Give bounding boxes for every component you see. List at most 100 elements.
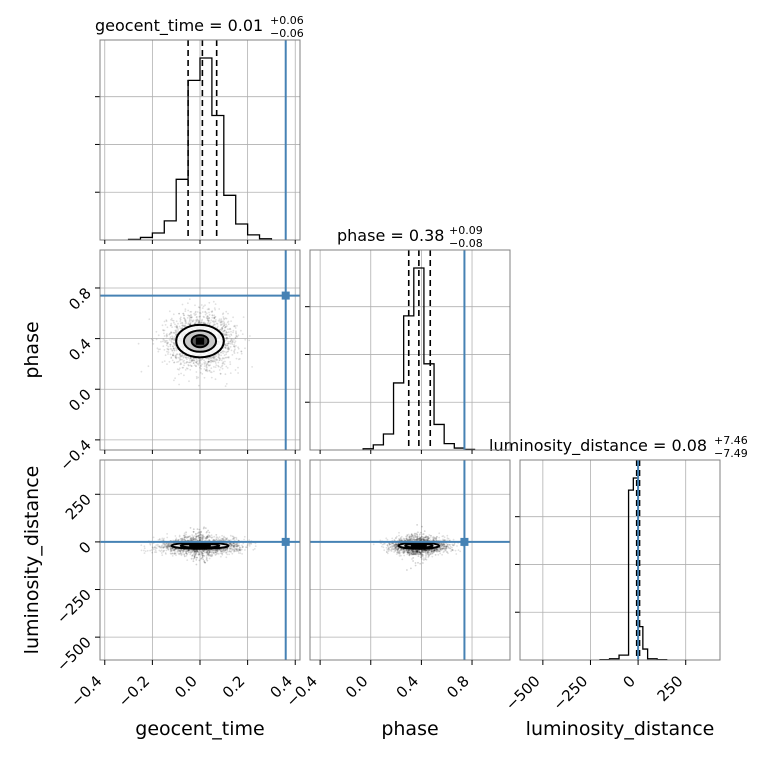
scatter-point [170, 553, 173, 555]
scatter-point [166, 343, 169, 345]
scatter-point [189, 318, 191, 320]
scatter-panel-luminosity-distance-vs-phase [310, 460, 510, 660]
scatter-point [234, 337, 237, 340]
scatter-point [179, 352, 182, 355]
scatter-point [225, 383, 228, 385]
scatter-point [208, 549, 211, 552]
scatter-point [158, 545, 160, 548]
scatter-point [231, 538, 234, 540]
scatter-point [181, 324, 184, 327]
scatter-point [229, 327, 232, 330]
scatter-point [178, 368, 180, 371]
scatter-point [207, 361, 210, 364]
scatter-point [208, 551, 211, 553]
scatter-point [207, 549, 210, 552]
scatter-point [207, 360, 210, 363]
scatter-point [210, 534, 213, 537]
scatter-point [235, 334, 238, 337]
scatter-point [162, 545, 165, 547]
scatter-point [211, 536, 214, 539]
scatter-point [220, 359, 223, 362]
scatter-point [213, 317, 216, 319]
scatter-point [223, 325, 225, 327]
scatter-point [183, 374, 185, 377]
scatter-point [174, 329, 177, 332]
scatter-point [194, 321, 197, 324]
scatter-point [196, 318, 199, 321]
scatter-point [143, 547, 146, 550]
scatter-point [206, 315, 209, 318]
scatter-point [162, 546, 165, 549]
scatter-point [217, 365, 220, 368]
scatter-point [190, 313, 192, 316]
x-tick-label: 0.0 [171, 672, 201, 702]
scatter-point [176, 325, 179, 328]
scatter-point [214, 552, 217, 554]
scatter-point [235, 548, 238, 551]
scatter-point [236, 544, 239, 547]
scatter-point [225, 356, 228, 359]
scatter-point [181, 324, 183, 327]
scatter-point [233, 545, 236, 548]
scatter-point [445, 545, 448, 547]
scatter-point [172, 354, 175, 357]
scatter-point [225, 330, 228, 333]
scatter-point [221, 364, 224, 367]
scatter-point [144, 550, 147, 553]
scatter-point [192, 536, 194, 539]
scatter-point [227, 346, 230, 349]
scatter-point [204, 549, 207, 552]
scatter-point [239, 546, 241, 549]
scatter-point [170, 340, 173, 342]
scatter-point [193, 364, 196, 366]
scatter-point [150, 338, 153, 341]
density-core [195, 337, 205, 345]
scatter-point [173, 342, 176, 345]
scatter-point [166, 339, 168, 342]
scatter-point [200, 319, 203, 322]
scatter-point [167, 348, 170, 351]
scatter-point [178, 534, 181, 537]
scatter-point [217, 364, 220, 367]
scatter-point [177, 360, 180, 363]
scatter-point [219, 321, 222, 324]
scatter-point [189, 535, 192, 537]
scatter-point [232, 537, 235, 540]
scatter-point [199, 362, 201, 364]
scatter-point [224, 356, 227, 359]
scatter-point [186, 358, 188, 361]
scatter-point [209, 371, 212, 373]
scatter-point [239, 549, 242, 552]
scatter-point [436, 536, 438, 538]
scatter-point [194, 304, 196, 307]
title-luminosity-distance-sup: +7.46 [714, 434, 748, 447]
scatter-point [165, 549, 168, 552]
scatter-point [233, 346, 236, 348]
scatter-point [205, 364, 208, 367]
scatter-point [206, 535, 209, 538]
scatter-point [226, 356, 229, 359]
scatter-point [416, 537, 419, 540]
x-tick-label: 0 [619, 672, 638, 691]
scatter-point [195, 362, 198, 364]
scatter-point [166, 545, 168, 548]
contour-line-2sigma [182, 329, 218, 353]
scatter-point [228, 553, 231, 556]
scatter-point [183, 364, 185, 367]
scatter-point [406, 569, 408, 571]
scatter-point [166, 547, 169, 549]
scatter-point [219, 359, 221, 361]
scatter-point [178, 553, 181, 556]
scatter-point [219, 372, 222, 375]
scatter-point [194, 535, 196, 537]
hist-panel-geocent-time [95, 40, 300, 241]
scatter-point [166, 536, 169, 539]
scatter-point [232, 535, 235, 538]
scatter-point [198, 358, 201, 360]
scatter-point [223, 326, 226, 329]
scatter-point [168, 338, 171, 341]
scatter-point [214, 551, 217, 554]
scatter-point [206, 550, 209, 552]
scatter-point [231, 548, 234, 551]
scatter-point [239, 358, 241, 360]
